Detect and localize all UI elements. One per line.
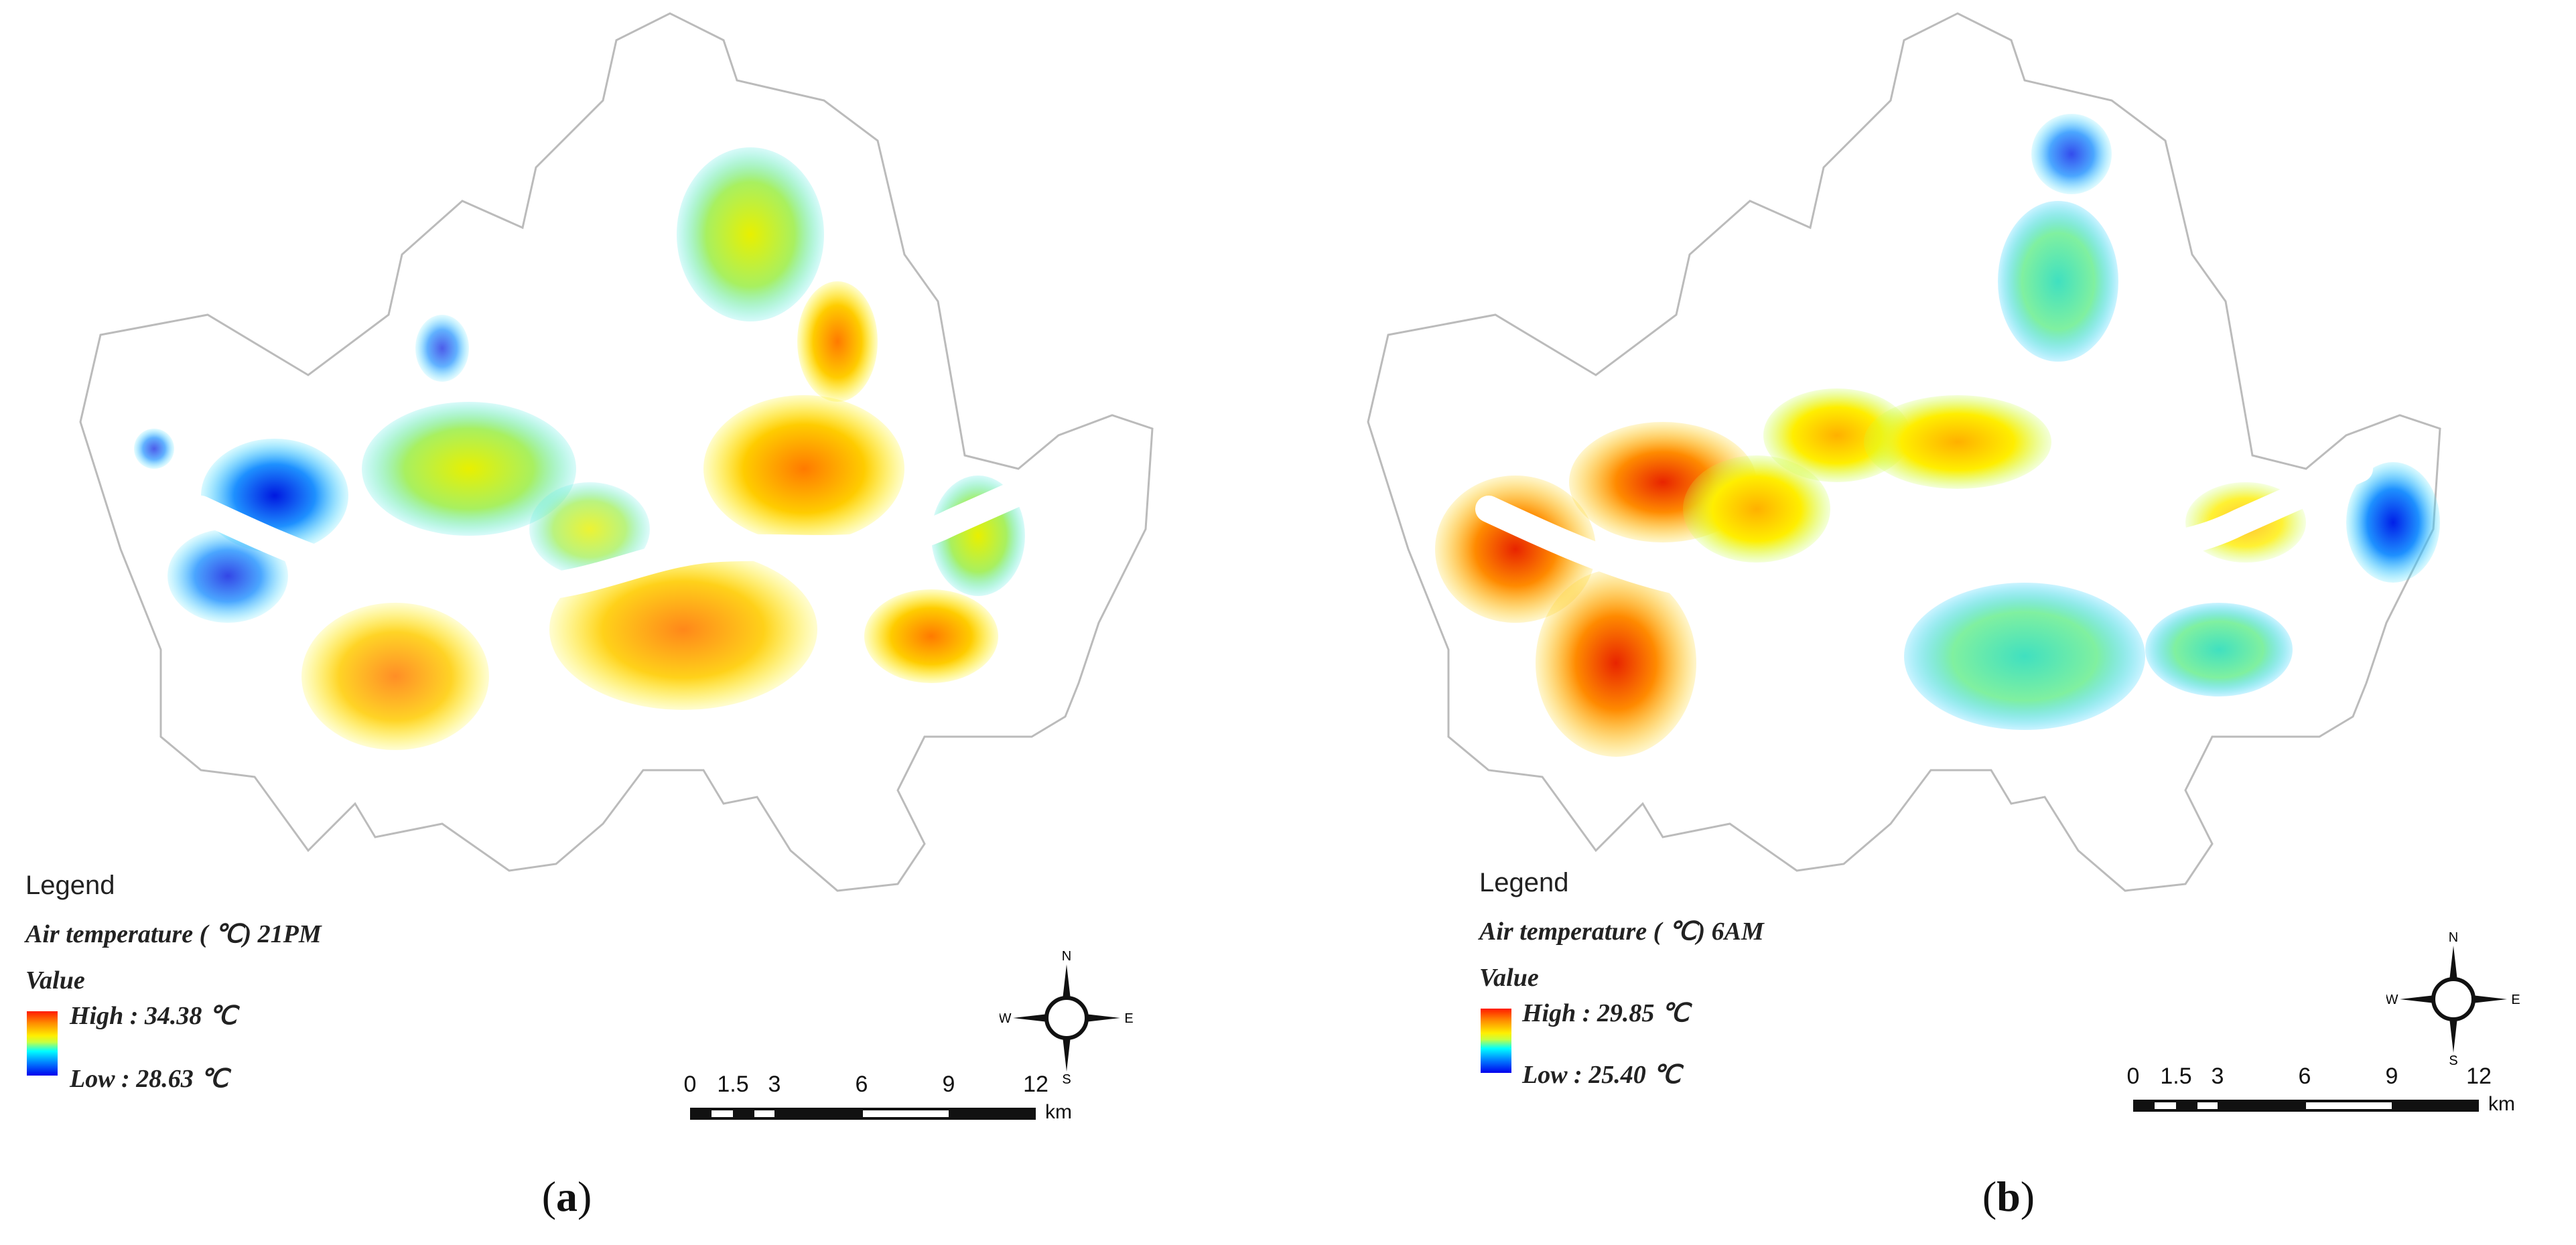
- map-panel-a: Legend Air temperature ( ℃) 21PM Value H…: [25, 12, 1154, 1220]
- north-arrow-icon: N S W E: [2386, 932, 2520, 1066]
- compass-e: E: [2511, 993, 2520, 1007]
- high-label: High : 34.38 ℃: [70, 1002, 237, 1030]
- scale-bar: 0 1.5 3 6 9 12 km: [2127, 1064, 2515, 1117]
- scale-tick: 9: [942, 1072, 955, 1097]
- map-panel-b: Legend Air temperature ( ℃) 6AM Value Hi…: [1288, 0, 2575, 1245]
- temperature-map-a: [79, 12, 1154, 892]
- color-ramp: [1481, 1009, 1511, 1073]
- figure-caption-b: (b): [1982, 1173, 2035, 1220]
- scale-tick: 0: [683, 1072, 697, 1097]
- color-ramp: [27, 1011, 58, 1076]
- city-boundary-b: [1367, 12, 2441, 892]
- temperature-map-b: [1367, 12, 2441, 892]
- layer-label: Air temperature ( ℃) 21PM: [25, 920, 322, 948]
- scale-unit: km: [1045, 1101, 1072, 1123]
- scale-tick: 9: [2385, 1064, 2398, 1089]
- value-label: Value: [1479, 964, 1539, 992]
- scale-tick: 3: [768, 1072, 781, 1097]
- compass-s: S: [1062, 1072, 1071, 1085]
- scale-tick: 1.5: [2160, 1064, 2192, 1089]
- value-label: Value: [25, 966, 85, 995]
- figure-caption-a: (a): [541, 1173, 592, 1220]
- legend-title: Legend: [1479, 868, 1569, 897]
- compass-n: N: [2449, 932, 2458, 945]
- layer-label: Air temperature ( ℃) 6AM: [1479, 918, 1764, 946]
- city-boundary-a: [79, 12, 1154, 892]
- compass-s: S: [2449, 1053, 2457, 1066]
- compass-e: E: [1124, 1011, 1133, 1026]
- compass-w: W: [1000, 1011, 1012, 1026]
- scale-bar: 0 1.5 3 6 9 12 km: [684, 1072, 1072, 1125]
- compass-n: N: [1062, 951, 1071, 964]
- scale-unit: km: [2488, 1093, 2515, 1115]
- scale-tick: 6: [855, 1072, 868, 1097]
- scale-tick: 3: [2211, 1064, 2224, 1089]
- low-label: Low : 28.63 ℃: [70, 1065, 228, 1093]
- high-label: High : 29.85 ℃: [1522, 999, 1690, 1027]
- scale-tick: 6: [2298, 1064, 2311, 1089]
- scale-tick: 0: [2126, 1064, 2140, 1089]
- low-label: Low : 25.40 ℃: [1522, 1061, 1681, 1089]
- scale-tick: 12: [2466, 1064, 2492, 1089]
- scale-tick: 12: [1023, 1072, 1048, 1097]
- north-arrow-icon: N S W E: [1000, 951, 1134, 1085]
- legend-title: Legend: [25, 871, 115, 900]
- scale-tick: 1.5: [717, 1072, 749, 1097]
- compass-w: W: [2386, 993, 2398, 1007]
